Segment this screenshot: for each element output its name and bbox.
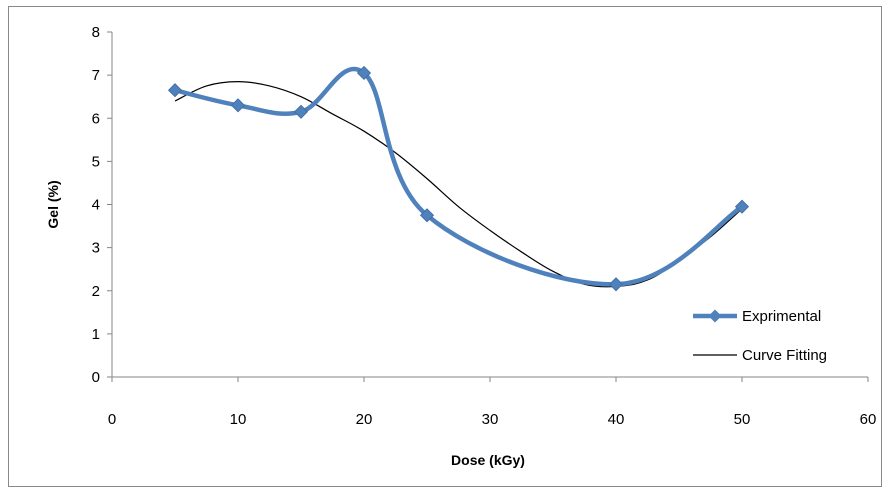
x-tick-label: 0 — [108, 411, 116, 428]
y-tick-label: 1 — [92, 326, 100, 343]
y-tick-label: 7 — [92, 67, 100, 84]
legend-marker-exprimental — [708, 309, 722, 323]
axes: 0 1 2 3 4 5 6 7 8 0 10 20 30 40 50 60 — [92, 24, 877, 428]
x-tick-label: 30 — [482, 411, 499, 428]
y-tick-label: 0 — [92, 369, 100, 386]
data-point-exprimental — [734, 199, 750, 214]
x-tick-label: 50 — [734, 411, 751, 428]
data-point-exprimental — [167, 83, 183, 98]
y-tick-label: 8 — [92, 24, 100, 41]
data-point-exprimental — [356, 65, 372, 81]
data-point-exprimental — [293, 104, 309, 119]
x-tick-label: 40 — [608, 411, 625, 428]
y-tick-label: 3 — [92, 240, 100, 257]
data-point-exprimental — [230, 98, 246, 113]
y-tick-label: 6 — [92, 110, 100, 127]
legend: Exprimental Curve Fitting — [693, 308, 827, 364]
x-tick-label: 10 — [230, 411, 247, 428]
y-tick-label: 5 — [92, 153, 100, 170]
x-tick-label: 60 — [860, 411, 877, 428]
legend-label-exprimental: Exprimental — [742, 308, 821, 325]
x-axis-title: Dose (kGy) — [451, 452, 525, 468]
y-axis-ticks: 0 1 2 3 4 5 6 7 8 — [92, 24, 112, 386]
data-point-exprimental — [419, 208, 435, 223]
y-tick-label: 4 — [92, 197, 100, 214]
chart-frame — [8, 6, 882, 487]
series-layer — [167, 65, 750, 292]
series-line-curve-fitting — [174, 80, 743, 288]
data-point-exprimental — [608, 277, 624, 292]
y-tick-label: 2 — [92, 283, 100, 300]
x-tick-label: 20 — [356, 411, 373, 428]
legend-label-curve-fitting: Curve Fitting — [742, 347, 827, 364]
series-line-exprimental — [174, 66, 744, 287]
x-axis-ticks: 0 10 20 30 40 50 60 — [108, 377, 877, 428]
y-axis-title: Gel (%) — [45, 180, 61, 228]
